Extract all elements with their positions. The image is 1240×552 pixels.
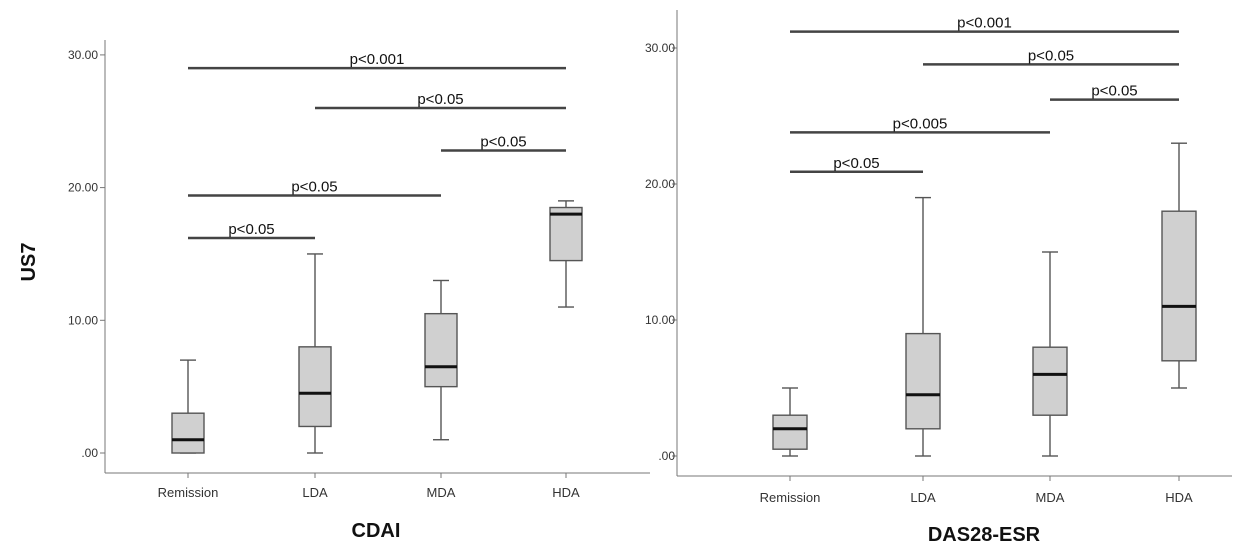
- box-lda: [905, 332, 941, 430]
- y-tick-label: 30.00: [68, 48, 98, 62]
- significance-label: p<0.05: [417, 91, 463, 108]
- significance-label: p<0.001: [350, 51, 405, 68]
- significance-label: p<0.05: [1028, 47, 1074, 64]
- y-tick-label: 20.00: [68, 181, 98, 195]
- box-mda: [1032, 346, 1068, 416]
- x-tick-label: HDA: [1165, 490, 1193, 505]
- significance-label: p<0.05: [228, 221, 274, 238]
- significance-label: p<0.05: [1091, 83, 1137, 100]
- box-hda: [1161, 210, 1197, 362]
- x-tick-label: MDA: [1036, 490, 1065, 505]
- significance-label: p<0.05: [480, 133, 526, 150]
- significance-label: p<0.05: [833, 155, 879, 172]
- y-tick-label: 20.00: [645, 177, 675, 191]
- y-tick-label: .00: [658, 449, 675, 463]
- box-remission: [171, 412, 205, 454]
- box-remission: [772, 414, 808, 450]
- x-tick-label: Remission: [158, 485, 219, 500]
- cdai-panel: US7 CDAI .00 10.00 20.00 30.00 Remission LDA M…: [18, 40, 650, 542]
- x-tick-label: Remission: [760, 490, 821, 505]
- x-tick-label: MDA: [427, 485, 456, 500]
- y-axis-label: US7: [18, 243, 40, 282]
- x-axis-label: CDAI: [352, 520, 401, 542]
- y-tick-label: .00: [81, 446, 98, 460]
- x-axis-label: DAS28-ESR: [928, 524, 1041, 546]
- y-tick-label: 30.00: [645, 41, 675, 55]
- das28-esr-panel: DAS28-ESR .00 10.00 20.00 30.00 Remission LDA…: [645, 10, 1232, 546]
- significance-label: p<0.001: [957, 15, 1012, 32]
- significance-label: p<0.005: [893, 115, 948, 132]
- x-tick-label: LDA: [302, 485, 328, 500]
- box-hda: [549, 206, 583, 262]
- box-lda: [298, 346, 332, 428]
- y-tick-label: 10.00: [68, 313, 98, 327]
- x-tick-label: LDA: [910, 490, 936, 505]
- x-tick-label: HDA: [552, 485, 580, 500]
- box-mda: [424, 312, 458, 388]
- significance-label: p<0.05: [291, 179, 337, 196]
- y-tick-label: 10.00: [645, 313, 675, 327]
